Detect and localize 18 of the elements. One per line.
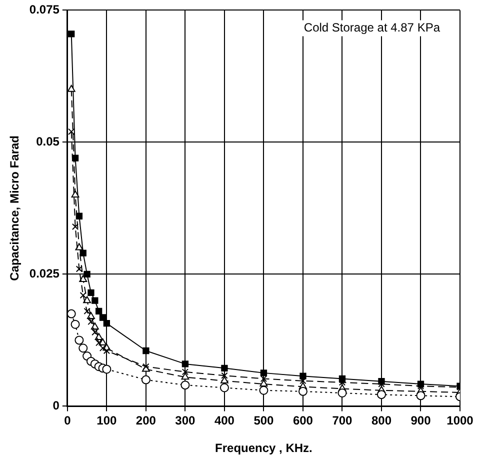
x-tick-label: 800 (371, 414, 392, 428)
x-tick-label: 600 (292, 414, 314, 428)
x-tick-label: 900 (410, 414, 432, 428)
x-tick-label: 400 (214, 414, 235, 428)
x-tick-label: 300 (175, 414, 196, 428)
annotation: Cold Storage at 4.87 KPa (304, 20, 440, 35)
y-axis-title: Capacitance, Micro Farad (8, 136, 22, 281)
x-tick-label: 100 (96, 414, 118, 428)
x-tick-label: 0 (64, 414, 72, 428)
x-axis-title: Frequency , KHz. (215, 441, 312, 456)
x-tick-label: 500 (254, 414, 274, 428)
x-tick-label: 700 (332, 414, 353, 428)
y-tick-label: 0.075 (29, 2, 60, 17)
y-tick-label: 0.05 (36, 134, 60, 149)
x-tick-label: 200 (136, 414, 156, 428)
y-tick-label: 0 (52, 398, 60, 413)
y-tick-label: 0.025 (29, 266, 60, 281)
x-tick-label: 1000 (446, 414, 474, 428)
